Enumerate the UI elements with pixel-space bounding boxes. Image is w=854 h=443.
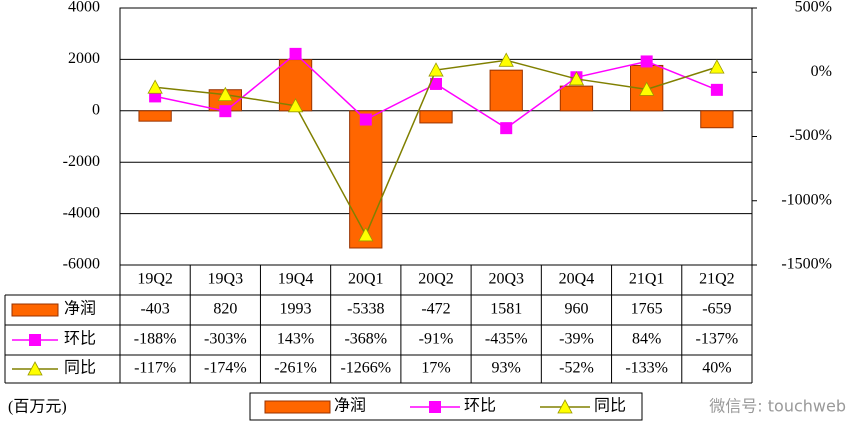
table-cell: 1993: [280, 301, 312, 318]
marker: [500, 122, 513, 135]
y-tick-label: -4000: [63, 204, 100, 221]
bar: [489, 69, 523, 112]
table-cell: 84%: [632, 331, 661, 348]
legend-label: 环比: [464, 397, 496, 415]
marker: [638, 81, 655, 96]
x-tick-label: 20Q2: [418, 271, 454, 288]
legend-swatch: [557, 399, 573, 414]
table-cell: 820: [213, 301, 237, 318]
marker: [287, 97, 304, 113]
table-cell: 17%: [421, 360, 450, 377]
marker: [498, 52, 514, 67]
x-tick-label: 19Q2: [137, 271, 173, 288]
bar: [138, 110, 172, 122]
x-tick-label: 20Q4: [559, 271, 595, 288]
table-cell: 40%: [702, 360, 731, 377]
legend-swatch: [27, 361, 43, 376]
legend-swatch: [429, 401, 441, 413]
marker: [217, 86, 234, 102]
x-tick-label: 20Q1: [348, 271, 384, 288]
x-tick-label: 20Q3: [488, 271, 524, 288]
table-cell: -261%: [274, 360, 317, 377]
table-cell: 1581: [490, 301, 522, 318]
y2-tick-label: -500%: [789, 127, 832, 144]
table-cell: 1765: [631, 301, 663, 318]
table-cell: -368%: [344, 331, 387, 348]
x-tick-label: 19Q3: [208, 271, 244, 288]
unit-label: (百万元): [8, 399, 67, 416]
table-cell: 960: [564, 301, 588, 318]
legend-box: [249, 392, 643, 421]
marker: [568, 71, 585, 86]
marker: [640, 55, 653, 68]
legend-swatch: [264, 400, 331, 414]
table-cell: -403: [140, 301, 169, 318]
table-cell: -303%: [204, 331, 247, 348]
y-tick-label: -2000: [63, 153, 100, 170]
marker: [147, 79, 163, 94]
legend-label: 环比: [64, 330, 96, 348]
legend-label: 同比: [594, 397, 626, 415]
y-tick-label: 4000: [68, 0, 100, 16]
table-cell: 93%: [492, 360, 521, 377]
plot-frame: [119, 7, 753, 266]
table-cell: -133%: [625, 360, 668, 377]
y2-tick-label: -1500%: [781, 256, 832, 273]
table-cell: -39%: [559, 331, 594, 348]
table-cell: -174%: [204, 360, 247, 377]
marker: [219, 105, 232, 118]
table-cell: -91%: [419, 331, 454, 348]
legend-swatch: [11, 303, 59, 317]
table-cell: -659: [702, 301, 731, 318]
legend-label: 净润: [334, 397, 366, 415]
legend-label: 同比: [64, 359, 96, 377]
marker: [359, 113, 372, 126]
table-cell: -188%: [134, 331, 177, 348]
watermark: 微信号: touchweb: [709, 397, 846, 416]
table-cell: -5338: [347, 301, 384, 318]
marker: [430, 77, 442, 90]
bar: [419, 110, 453, 124]
bar: [700, 110, 734, 129]
table-cell: -435%: [485, 331, 528, 348]
bar: [349, 110, 383, 249]
y-tick-label: -6000: [63, 256, 100, 273]
bar: [559, 85, 594, 112]
table-cell: -137%: [696, 331, 739, 348]
y2-tick-label: -1000%: [781, 191, 832, 208]
marker: [710, 83, 723, 96]
legend-swatch: [29, 334, 41, 346]
y2-tick-label: 0%: [811, 63, 832, 80]
marker: [428, 62, 444, 77]
table-cell: -472: [421, 301, 450, 318]
x-tick-label: 21Q1: [629, 271, 665, 288]
x-tick-label: 21Q2: [699, 271, 735, 288]
table-cell: 143%: [277, 331, 314, 348]
table-cell: -117%: [134, 360, 176, 377]
legend-label: 净润: [64, 300, 96, 318]
y2-tick-label: 500%: [795, 0, 832, 16]
marker: [289, 47, 302, 60]
y-tick-label: 2000: [68, 50, 100, 67]
y-tick-label: 0: [92, 101, 100, 118]
x-tick-label: 19Q4: [278, 271, 314, 288]
table-cell: -52%: [559, 360, 594, 377]
marker: [709, 59, 725, 74]
bar: [278, 59, 313, 112]
marker: [358, 227, 374, 242]
table-cell: -1266%: [340, 360, 391, 377]
